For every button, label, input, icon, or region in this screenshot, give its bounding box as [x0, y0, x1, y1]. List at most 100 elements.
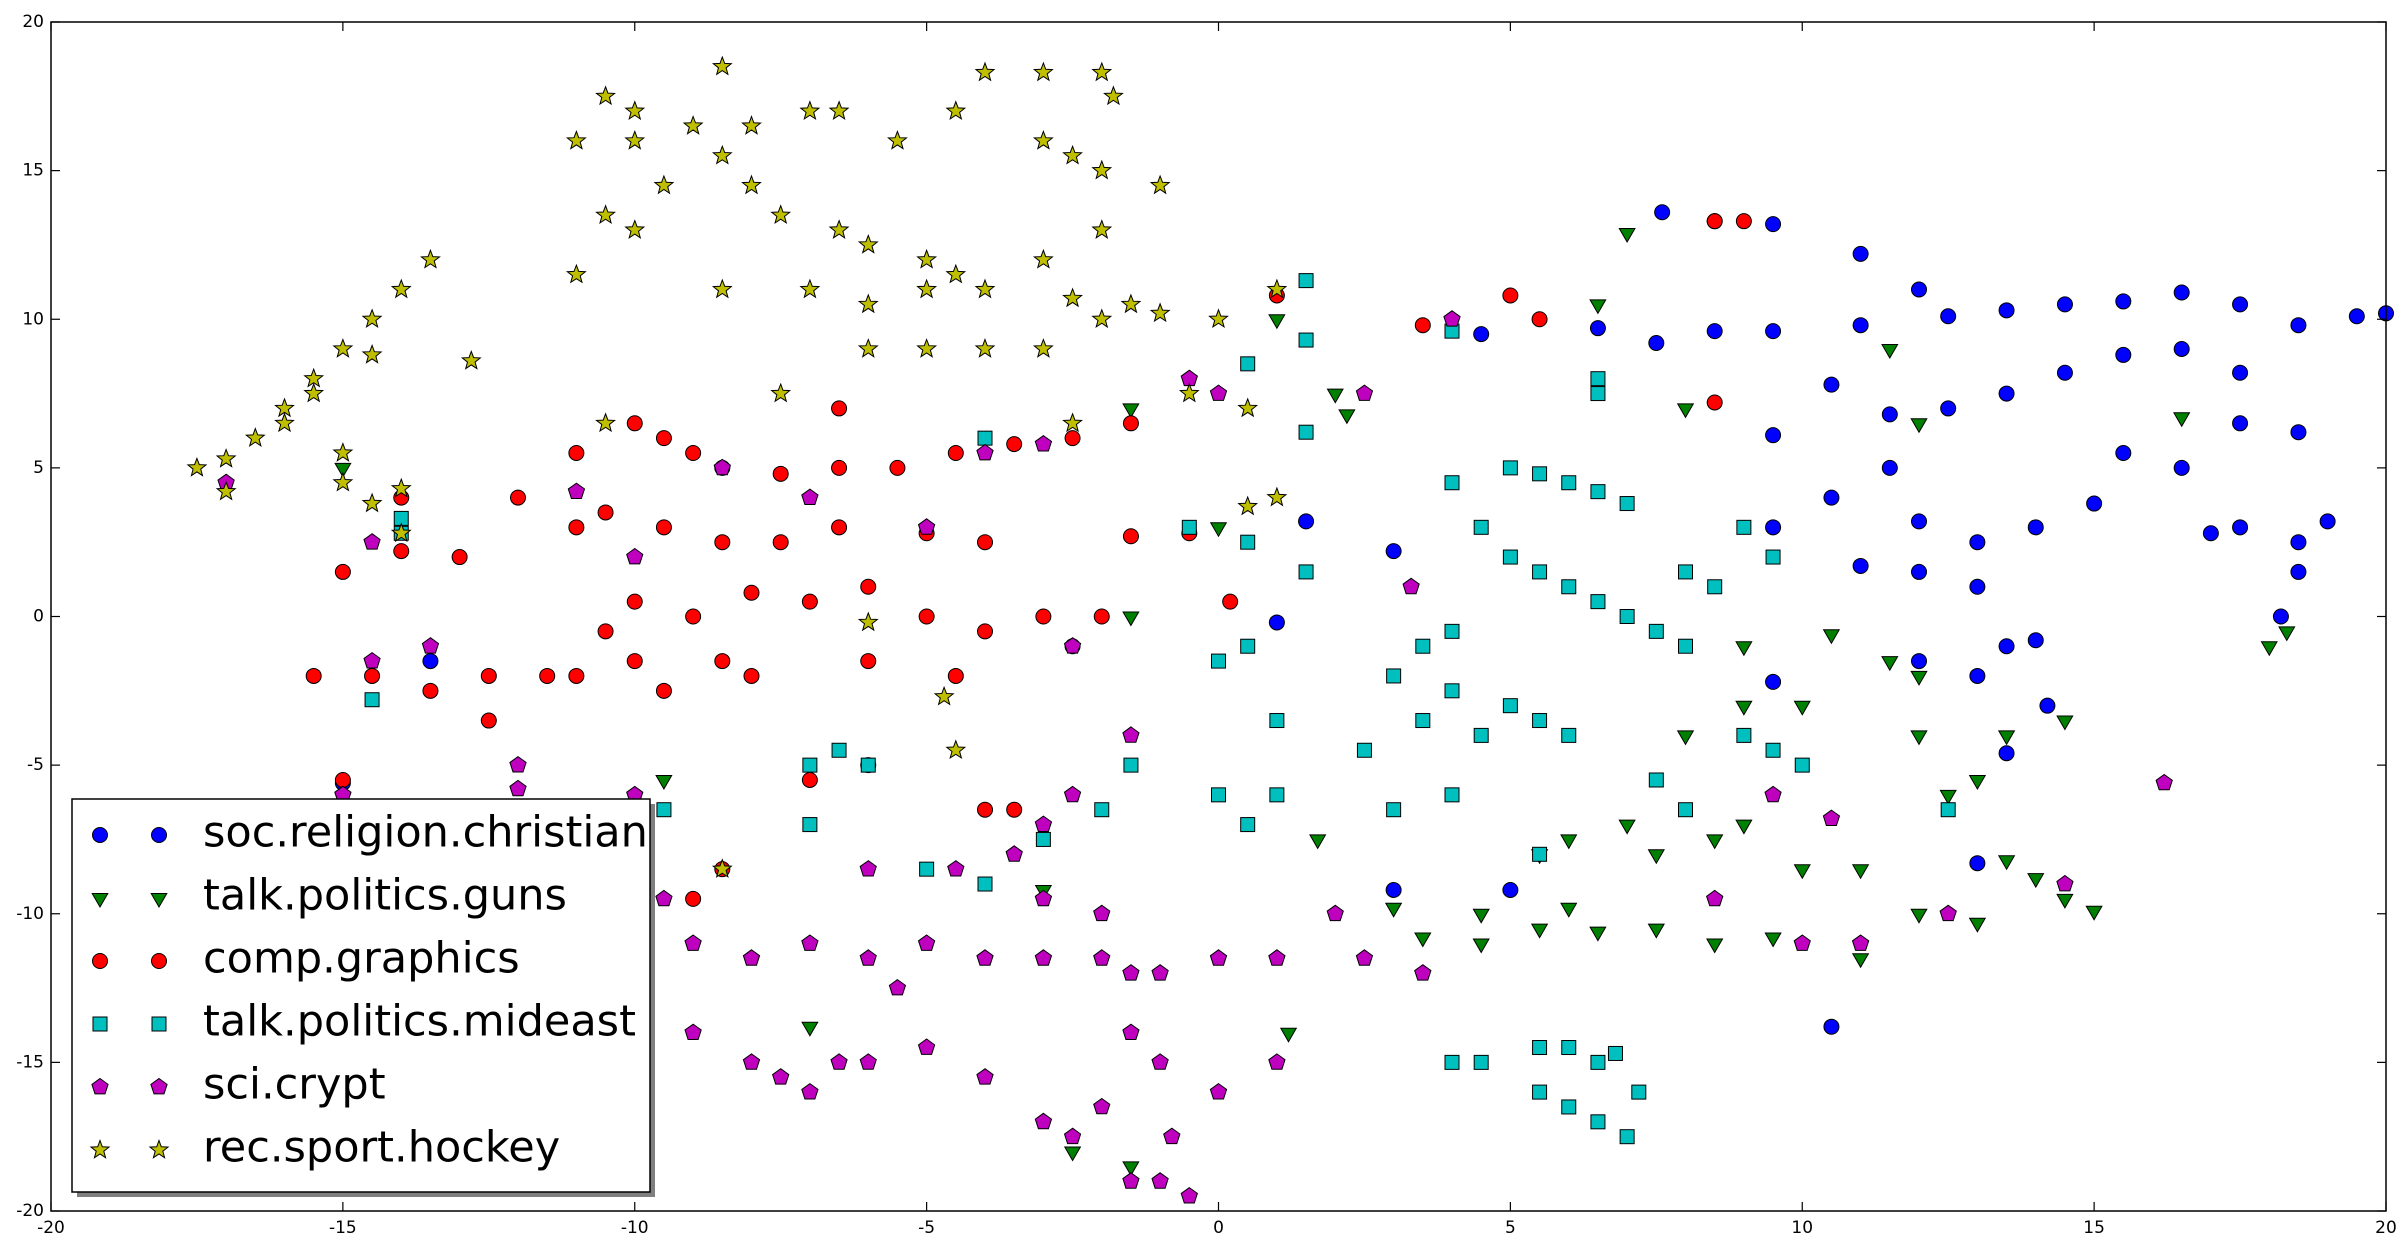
- point: [1093, 949, 1111, 966]
- y-tick-label: -20: [16, 1201, 44, 1221]
- point: [1619, 1129, 1635, 1145]
- x-tick-label: 20: [2375, 1218, 2397, 1238]
- point: [1998, 638, 2015, 655]
- point: [186, 456, 208, 477]
- point: [1502, 698, 1518, 714]
- point: [801, 1021, 819, 1037]
- point: [1648, 335, 1665, 352]
- point: [1279, 1027, 1298, 1043]
- points: [186, 55, 2394, 1204]
- point: [1531, 311, 1548, 328]
- legend-marker: [151, 827, 167, 843]
- point: [1473, 1054, 1489, 1070]
- point: [714, 534, 731, 551]
- point: [684, 934, 702, 951]
- point: [857, 611, 879, 632]
- point: [714, 653, 731, 670]
- point: [1064, 430, 1081, 447]
- point: [772, 534, 789, 551]
- point: [1561, 579, 1577, 595]
- point: [244, 427, 266, 447]
- point: [624, 219, 646, 239]
- point: [859, 1053, 877, 1070]
- point: [2027, 873, 2045, 889]
- point: [2115, 445, 2132, 462]
- point: [421, 637, 440, 654]
- x-tick-label: -20: [37, 1218, 65, 1238]
- point: [1793, 864, 1811, 880]
- point: [2173, 340, 2190, 357]
- point: [1676, 403, 1695, 419]
- point: [711, 55, 733, 76]
- point: [1034, 1112, 1053, 1130]
- point: [2290, 424, 2307, 441]
- point: [1910, 908, 1928, 924]
- legend-marker: [151, 1016, 167, 1032]
- point: [1631, 1084, 1647, 1100]
- point: [1765, 673, 1782, 690]
- point: [1237, 495, 1259, 516]
- point: [799, 100, 821, 121]
- point: [568, 445, 585, 462]
- point: [655, 775, 673, 790]
- point: [1222, 593, 1239, 610]
- point: [1969, 855, 1986, 872]
- point: [1706, 938, 1724, 954]
- point: [1240, 356, 1256, 372]
- point: [1178, 382, 1200, 403]
- point: [1062, 412, 1083, 433]
- point: [1852, 317, 1869, 334]
- point: [1006, 436, 1023, 453]
- point: [626, 415, 643, 432]
- point: [1298, 273, 1314, 289]
- point: [1765, 323, 1782, 340]
- legend-box: [71, 798, 651, 1193]
- point: [888, 978, 907, 996]
- point: [1415, 638, 1431, 654]
- point: [801, 934, 819, 951]
- point: [1309, 834, 1327, 850]
- point: [770, 382, 792, 403]
- point: [390, 522, 412, 543]
- point: [1472, 908, 1490, 924]
- legend-marker: [92, 953, 108, 969]
- point: [1034, 889, 1053, 907]
- point: [1794, 757, 1810, 773]
- point: [390, 278, 412, 299]
- point: [361, 492, 383, 513]
- y-tick-label: 10: [22, 309, 44, 329]
- point: [655, 430, 672, 447]
- point: [945, 100, 967, 121]
- point: [799, 278, 821, 299]
- point: [1822, 809, 1841, 826]
- point: [1122, 1172, 1140, 1189]
- point: [802, 817, 818, 833]
- point: [303, 367, 325, 388]
- point: [1530, 923, 1549, 939]
- point: [916, 248, 938, 269]
- point: [1120, 293, 1142, 314]
- point: [1851, 934, 1870, 951]
- point: [977, 623, 993, 640]
- point: [916, 278, 938, 299]
- legend-marker: [92, 827, 108, 843]
- point: [1149, 174, 1171, 195]
- point: [917, 518, 936, 535]
- point: [947, 445, 964, 462]
- legend-marker: [150, 1077, 168, 1095]
- point: [2056, 874, 2074, 892]
- point: [917, 934, 936, 951]
- point: [1472, 938, 1490, 954]
- point: [655, 889, 673, 907]
- point: [2202, 525, 2219, 542]
- point: [1881, 406, 1898, 423]
- point: [1326, 904, 1344, 922]
- y-tick-label: 0: [33, 607, 44, 627]
- point: [945, 739, 967, 760]
- point: [977, 801, 993, 818]
- legend-label: talk.politics.guns: [203, 871, 567, 921]
- point: [1940, 802, 1956, 818]
- point: [1414, 317, 1431, 334]
- point: [887, 129, 908, 150]
- point: [1338, 409, 1356, 425]
